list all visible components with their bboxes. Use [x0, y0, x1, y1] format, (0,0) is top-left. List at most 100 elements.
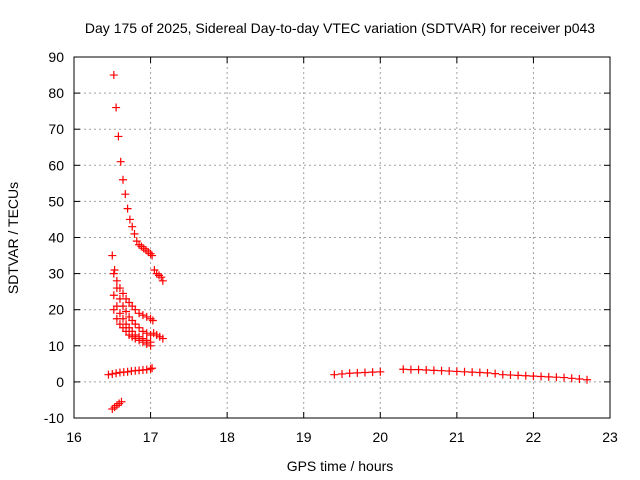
- data-point: [345, 369, 354, 378]
- data-point: [414, 365, 423, 374]
- data-point: [338, 369, 346, 378]
- data-point: [123, 367, 132, 376]
- data-point: [360, 368, 369, 377]
- data-point: [468, 368, 477, 377]
- series-arc-2: [108, 251, 157, 325]
- data-point: [138, 327, 147, 336]
- y-tick-label: -10: [44, 410, 64, 426]
- y-tick-label: 20: [48, 302, 64, 318]
- grid: [74, 57, 610, 418]
- data-point: [142, 365, 151, 374]
- data-point: [429, 366, 438, 375]
- y-tick-label: 80: [48, 85, 64, 101]
- data-point: [135, 323, 144, 332]
- series-arc-6: [104, 364, 157, 379]
- data-point: [514, 371, 523, 380]
- data-point: [108, 369, 117, 378]
- x-axis-label: GPS time / hours: [287, 458, 394, 474]
- data-point: [146, 249, 155, 258]
- data-point: [353, 368, 362, 377]
- data-point: [399, 365, 408, 374]
- data-point: [368, 368, 377, 377]
- data-point: [104, 370, 113, 379]
- data-point: [142, 339, 151, 348]
- data-points: [104, 71, 592, 413]
- data-point: [537, 372, 546, 381]
- data-point: [128, 222, 137, 231]
- data-point: [583, 375, 592, 384]
- data-point: [506, 371, 515, 380]
- x-tick-label: 18: [219, 429, 235, 445]
- x-tick-label: 16: [66, 429, 82, 445]
- data-point: [109, 291, 118, 300]
- x-tick-label: 21: [449, 429, 465, 445]
- series-arc-1: [109, 71, 157, 260]
- data-point: [112, 284, 121, 293]
- y-tick-label: 40: [48, 230, 64, 246]
- data-point: [112, 369, 121, 378]
- data-point: [452, 367, 461, 376]
- data-point: [521, 371, 530, 380]
- data-point: [567, 374, 576, 383]
- data-point: [460, 367, 469, 376]
- x-tick-label: 20: [372, 429, 388, 445]
- data-point: [544, 372, 553, 381]
- series-arc-9: [399, 365, 592, 384]
- series-arc-5b: [149, 329, 167, 343]
- data-point: [157, 273, 166, 282]
- data-point: [115, 309, 124, 318]
- data-point: [121, 190, 130, 199]
- y-tick-label: 30: [48, 266, 64, 282]
- data-point: [138, 311, 147, 320]
- series-arc-1b: [150, 265, 167, 285]
- series-arc-5: [109, 305, 155, 350]
- data-point: [123, 204, 132, 213]
- series-arc-7: [108, 397, 126, 413]
- data-point: [148, 364, 157, 373]
- data-point: [437, 366, 446, 375]
- data-point: [109, 269, 118, 278]
- y-tick-label: 70: [48, 121, 64, 137]
- data-point: [112, 103, 121, 112]
- data-point: [483, 368, 492, 377]
- data-point: [475, 368, 484, 377]
- data-point: [122, 307, 131, 316]
- data-point: [158, 276, 167, 285]
- data-point: [115, 294, 124, 303]
- data-point: [376, 367, 385, 376]
- data-point: [422, 365, 431, 374]
- data-point: [119, 175, 128, 184]
- axis-ticks: 16 17 18 19 20 21 22 23 -10 0 10 20 30 40 50 60 70 80 90: [44, 49, 618, 445]
- data-point: [135, 309, 144, 318]
- x-tick-label: 23: [602, 429, 618, 445]
- data-point: [109, 305, 118, 314]
- data-point: [142, 329, 151, 338]
- data-point: [119, 289, 128, 298]
- series-arc-8: [330, 367, 385, 379]
- data-point: [109, 71, 118, 80]
- data-point: [138, 338, 147, 347]
- y-tick-label: 10: [48, 338, 64, 354]
- series-arc-3: [109, 269, 155, 339]
- data-point: [112, 314, 121, 323]
- data-point: [146, 341, 155, 350]
- x-tick-label: 19: [296, 429, 312, 445]
- data-point: [110, 265, 119, 274]
- data-point: [131, 305, 140, 314]
- data-point: [135, 336, 144, 345]
- data-point: [445, 367, 454, 376]
- data-point: [117, 397, 126, 406]
- data-point: [112, 276, 121, 285]
- data-point: [131, 334, 140, 343]
- data-point: [146, 364, 155, 373]
- data-point: [108, 251, 117, 260]
- data-point: [406, 365, 415, 374]
- data-point: [330, 370, 339, 379]
- y-tick-label: 60: [48, 157, 64, 173]
- x-tick-label: 22: [526, 429, 542, 445]
- data-point: [131, 320, 140, 329]
- data-point: [125, 215, 134, 224]
- data-point: [130, 229, 139, 238]
- y-axis-label: SDTVAR / TECUs: [5, 182, 21, 294]
